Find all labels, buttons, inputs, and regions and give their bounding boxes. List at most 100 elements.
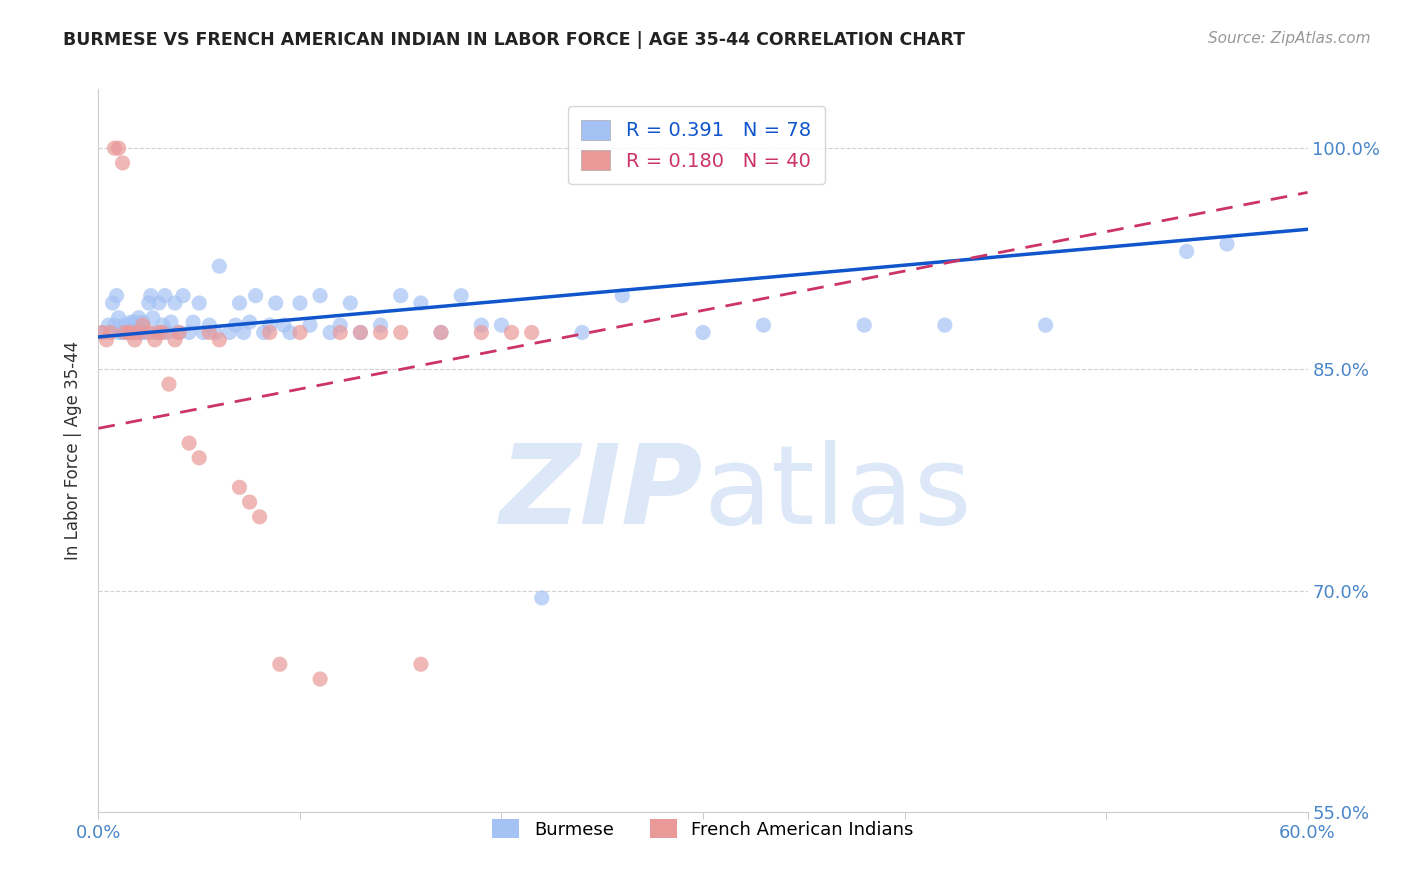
Point bbox=[470, 326, 492, 340]
Point bbox=[530, 591, 553, 605]
Point bbox=[142, 310, 165, 325]
Point bbox=[118, 318, 141, 332]
Point bbox=[491, 318, 513, 332]
Point bbox=[193, 326, 215, 340]
Point bbox=[204, 326, 226, 340]
Point bbox=[450, 288, 472, 302]
Point bbox=[273, 318, 295, 332]
Text: ZIP: ZIP bbox=[499, 441, 703, 548]
Point bbox=[1175, 244, 1198, 259]
Point bbox=[239, 495, 262, 509]
Point bbox=[153, 288, 176, 302]
Point bbox=[752, 318, 775, 332]
Point bbox=[120, 326, 142, 340]
Point bbox=[232, 326, 254, 340]
Point bbox=[143, 326, 166, 340]
Point bbox=[143, 333, 166, 347]
Point bbox=[612, 288, 634, 302]
Point bbox=[259, 318, 281, 332]
Point bbox=[179, 326, 201, 340]
Point bbox=[198, 326, 221, 340]
Point bbox=[389, 326, 412, 340]
Point bbox=[121, 321, 143, 335]
Point bbox=[309, 672, 332, 686]
Point bbox=[115, 326, 138, 340]
Point bbox=[179, 436, 201, 450]
Point bbox=[103, 318, 125, 332]
Point bbox=[571, 326, 593, 340]
Point bbox=[103, 141, 125, 155]
Text: BURMESE VS FRENCH AMERICAN INDIAN IN LABOR FORCE | AGE 35-44 CORRELATION CHART: BURMESE VS FRENCH AMERICAN INDIAN IN LAB… bbox=[63, 31, 966, 49]
Point bbox=[120, 326, 142, 340]
Point bbox=[118, 326, 141, 340]
Point bbox=[181, 315, 204, 329]
Point bbox=[128, 326, 150, 340]
Point bbox=[132, 318, 155, 332]
Point bbox=[107, 310, 129, 325]
Point bbox=[118, 326, 141, 340]
Point bbox=[152, 318, 174, 332]
Point bbox=[409, 296, 432, 310]
Point bbox=[259, 326, 281, 340]
Point bbox=[288, 296, 311, 310]
Point bbox=[160, 315, 183, 329]
Point bbox=[278, 326, 301, 340]
Point bbox=[329, 326, 352, 340]
Point bbox=[228, 480, 250, 494]
Point bbox=[370, 318, 392, 332]
Point bbox=[208, 333, 231, 347]
Point bbox=[853, 318, 876, 332]
Point bbox=[148, 296, 170, 310]
Point bbox=[1035, 318, 1057, 332]
Point bbox=[148, 326, 170, 340]
Point bbox=[101, 296, 124, 310]
Point bbox=[339, 296, 361, 310]
Point bbox=[132, 315, 155, 329]
Point bbox=[107, 141, 129, 155]
Point bbox=[370, 326, 392, 340]
Point bbox=[245, 288, 267, 302]
Point bbox=[172, 288, 194, 302]
Point bbox=[188, 450, 211, 465]
Point bbox=[430, 326, 453, 340]
Point bbox=[269, 657, 291, 672]
Point bbox=[134, 326, 156, 340]
Point bbox=[91, 326, 114, 340]
Point bbox=[124, 333, 146, 347]
Point bbox=[125, 326, 148, 340]
Point bbox=[157, 377, 180, 392]
Point bbox=[138, 326, 160, 340]
Point bbox=[96, 333, 118, 347]
Point bbox=[156, 326, 179, 340]
Point bbox=[97, 318, 120, 332]
Point bbox=[299, 318, 322, 332]
Point bbox=[692, 834, 714, 848]
Point bbox=[319, 326, 342, 340]
Point bbox=[389, 288, 412, 302]
Point bbox=[128, 310, 150, 325]
Point bbox=[139, 288, 162, 302]
Point bbox=[239, 315, 262, 329]
Point bbox=[249, 509, 271, 524]
Point bbox=[152, 326, 174, 340]
Point bbox=[208, 259, 231, 273]
Point bbox=[163, 296, 186, 310]
Point bbox=[120, 315, 142, 329]
Point bbox=[430, 326, 453, 340]
Point bbox=[107, 326, 129, 340]
Point bbox=[224, 318, 246, 332]
Point bbox=[149, 326, 172, 340]
Point bbox=[105, 288, 128, 302]
Point bbox=[114, 326, 136, 340]
Point bbox=[129, 326, 152, 340]
Point bbox=[124, 326, 146, 340]
Point bbox=[218, 326, 240, 340]
Point bbox=[163, 333, 186, 347]
Point bbox=[329, 318, 352, 332]
Point bbox=[264, 296, 287, 310]
Text: Source: ZipAtlas.com: Source: ZipAtlas.com bbox=[1208, 31, 1371, 46]
Point bbox=[934, 318, 956, 332]
Y-axis label: In Labor Force | Age 35-44: In Labor Force | Age 35-44 bbox=[63, 341, 82, 560]
Point bbox=[1216, 237, 1239, 252]
Point bbox=[188, 296, 211, 310]
